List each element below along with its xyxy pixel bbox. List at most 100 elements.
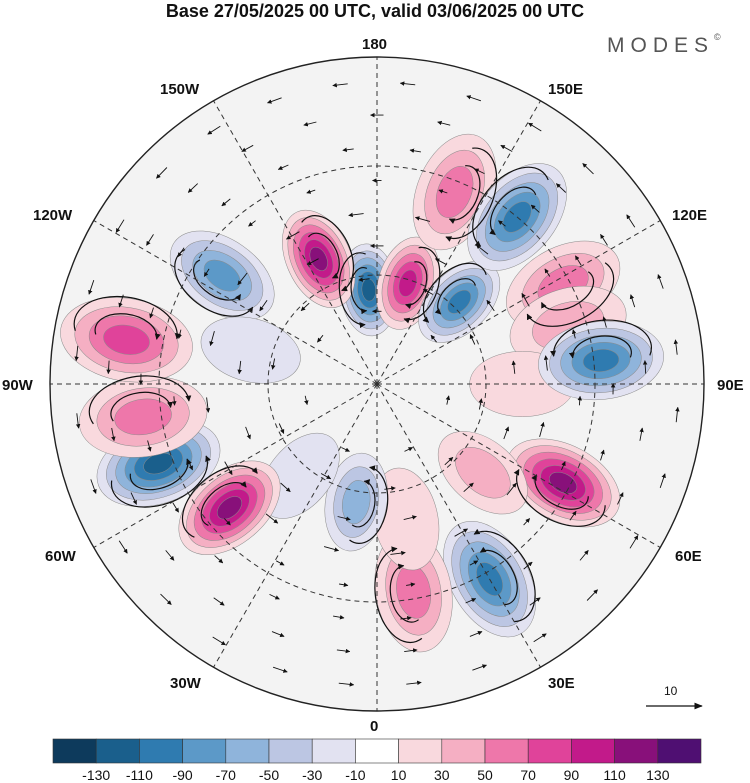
flow-arrow	[475, 244, 489, 255]
flow-arrow	[303, 121, 317, 127]
lon-label-60w: 60W	[45, 548, 76, 565]
anomaly-cell	[78, 376, 208, 458]
flow-arrow	[430, 334, 437, 343]
flow-arrow	[561, 461, 566, 471]
flow-arrow	[160, 593, 172, 605]
streamline	[448, 165, 481, 224]
colorbar-tick-label: -130	[82, 767, 111, 783]
flow-arrow	[406, 582, 416, 587]
flow-arrow	[358, 277, 370, 282]
flow-arrow	[213, 597, 225, 606]
flow-arrow	[75, 413, 81, 429]
meridian-line	[376, 216, 667, 385]
flow-arrow	[500, 144, 513, 152]
flow-arrow	[472, 664, 487, 671]
colorbar-tick-label: 30	[434, 767, 450, 783]
flow-arrow	[577, 395, 583, 406]
flow-arrow	[267, 97, 282, 104]
flow-arrow	[172, 396, 177, 406]
flow-arrow	[177, 247, 185, 258]
flow-arrow	[245, 426, 251, 440]
flow-arrow	[469, 631, 483, 637]
flow-arrow	[586, 589, 598, 601]
streamline	[405, 261, 428, 309]
flow-arrow	[404, 447, 414, 452]
flow-arrow	[320, 473, 332, 480]
streamline	[351, 479, 376, 528]
flow-arrow	[523, 561, 533, 570]
streamline	[550, 319, 653, 357]
meridian-line	[376, 383, 667, 552]
flow-arrow	[212, 636, 226, 646]
flow-arrow	[147, 440, 152, 452]
flow-arrow	[486, 299, 495, 312]
streamline	[350, 267, 368, 315]
flow-arrow	[209, 330, 215, 347]
flow-arrow	[511, 360, 517, 374]
flow-arrow	[341, 447, 350, 452]
flow-arrow	[523, 518, 531, 526]
graticule-layer	[50, 57, 704, 711]
streamline	[422, 262, 487, 323]
flow-arrow	[414, 216, 431, 222]
meridian-line	[87, 383, 378, 552]
streamline	[193, 259, 242, 301]
flow-arrow	[172, 502, 179, 513]
flow-arrow	[237, 360, 242, 375]
lon-label-30e: 30E	[548, 675, 575, 692]
colorbar-tick-label: -90	[172, 767, 193, 783]
flow-arrow	[156, 167, 168, 179]
flow-arrow	[338, 682, 355, 687]
flow-arrow	[223, 518, 231, 526]
anomaly-contour-band	[398, 269, 418, 297]
meridian-line	[87, 216, 378, 385]
flow-arrow	[317, 334, 324, 343]
colorbar-swatch	[225, 738, 270, 764]
flow-arrow	[437, 120, 451, 126]
flow-arrow	[115, 219, 125, 233]
flow-arrow	[626, 214, 636, 228]
anomaly-cell	[200, 316, 301, 384]
flow-arrow	[88, 279, 95, 295]
streamline	[181, 465, 258, 538]
colorbar-swatch	[139, 738, 183, 764]
lon-label-150e: 150E	[548, 81, 584, 98]
anomaly-contour-band	[549, 471, 578, 494]
streamline	[541, 271, 595, 311]
colorbar-tick-label: -50	[258, 767, 280, 783]
anomaly-contour-band	[216, 496, 243, 520]
flow-arrow	[237, 272, 248, 286]
flow-arrow	[203, 268, 210, 277]
meridian-line	[376, 94, 545, 385]
streamline	[88, 375, 192, 425]
flow-arrow	[188, 461, 193, 471]
colorbar-swatch	[311, 738, 356, 764]
flow-arrow	[332, 82, 348, 88]
flow-arrow	[348, 212, 364, 218]
flow-arrow	[474, 168, 485, 175]
flow-arrow	[118, 540, 128, 554]
flow-arrow	[111, 427, 116, 442]
flow-arrow	[409, 148, 421, 153]
logo-text: MODES	[607, 34, 715, 57]
colorbar-swatch	[268, 738, 313, 764]
streamline	[301, 215, 355, 292]
anomaly-cell	[506, 438, 621, 528]
flow-arrow	[600, 449, 605, 461]
colorbar-tick-label: 10	[390, 767, 407, 783]
streamline	[73, 295, 181, 340]
flow-arrow	[271, 358, 276, 370]
flow-arrow	[465, 598, 477, 604]
flow-arrow	[642, 360, 648, 374]
streamline-layer	[73, 81, 680, 687]
colorbar-swatch	[527, 738, 572, 764]
flow-arrow	[478, 398, 483, 410]
flow-arrow	[571, 329, 577, 339]
flow-arrow	[438, 189, 448, 194]
map-disk-content	[50, 57, 704, 711]
anomaly-contour-band	[582, 349, 620, 372]
flow-arrow	[306, 258, 319, 266]
flow-arrow	[503, 426, 510, 440]
meridian-line	[209, 94, 378, 385]
flow-arrow	[403, 515, 417, 521]
